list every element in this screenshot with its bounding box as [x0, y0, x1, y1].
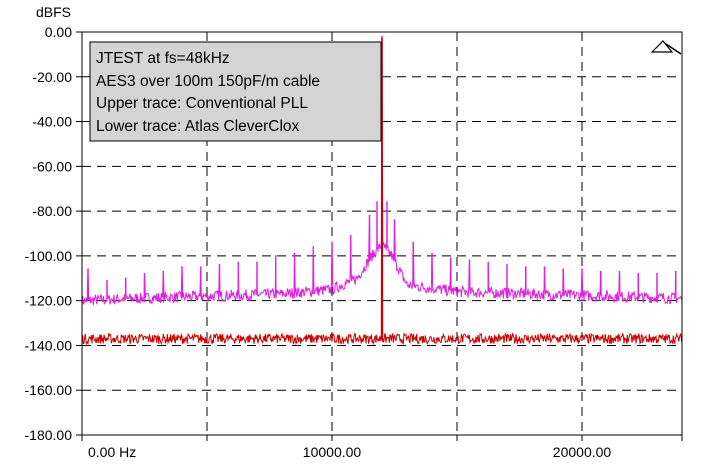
legend-box: JTEST at fs=48kHz AES3 over 100m 150pF/m… [89, 41, 382, 142]
legend-line-3: Upper trace: Conventional PLL [96, 95, 308, 112]
upper-trace-spike-point [431, 252, 433, 255]
upper-trace-spike-point [293, 252, 296, 255]
upper-trace-spike-point [386, 201, 388, 203]
y-tick-label: -20.00 [32, 69, 72, 85]
plot-frame [81, 31, 683, 436]
upper-trace-spike-point [199, 266, 202, 268]
upper-trace-spike-point [562, 268, 565, 271]
upper-trace-spike-point [349, 234, 352, 237]
legend-line-4: Lower trace: Atlas CleverClox [96, 118, 300, 135]
upper-trace-spike-point [181, 266, 183, 268]
traces [81, 35, 683, 346]
y-axis-label: dBFS [36, 4, 71, 20]
y-tick-label: -100.00 [25, 248, 73, 264]
upper-trace-spike-point [581, 268, 583, 271]
upper-trace-spike-point [656, 273, 658, 275]
upper-trace-spike-point [543, 266, 546, 268]
upper-trace-spike-point [506, 264, 508, 266]
upper-trace-spike-point [524, 266, 527, 268]
upper-trace-spike-point [674, 270, 677, 273]
upper-trace-spike-point [468, 259, 471, 262]
y-tick-label: -120.00 [25, 293, 73, 309]
upper-trace-spike-point [143, 273, 146, 275]
upper-trace-spike-point [487, 261, 490, 264]
upper-trace-spike-point [618, 270, 621, 273]
plot-border [81, 31, 683, 436]
x-axis-tick-labels: 0.00 Hz 10000.00 20000.00 [81, 435, 683, 460]
legend-line-1: JTEST at fs=48kHz [96, 50, 230, 67]
upper-trace-spike-point [331, 241, 333, 244]
x-tick-label: 20000.00 [553, 444, 612, 460]
upper-trace-spike-point [449, 257, 452, 259]
upper-trace-spike-point [376, 201, 378, 203]
upper-trace-spike-point [381, 35, 383, 38]
upper-trace-spike-point [274, 255, 277, 257]
y-axis-tick-labels: 0.00 -20.00 -40.00 -60.00 -80.00 -100.00 -120.… [25, 24, 82, 443]
x-tick-label: 0.00 Hz [88, 444, 136, 460]
upper-trace-spike-point [124, 277, 127, 280]
y-tick-label: -60.00 [32, 158, 72, 174]
upper-trace-spike-point [218, 264, 221, 266]
y-tick-label: -180.00 [25, 427, 73, 443]
y-tick-label: -80.00 [32, 203, 72, 219]
upper-trace-spike-point [312, 246, 315, 248]
legend-line-2: AES3 over 100m 150pF/m cable [96, 73, 320, 90]
legend-background [89, 41, 382, 142]
upper-trace-spike-point [393, 219, 396, 221]
upper-trace-spike-point [412, 241, 415, 244]
cursor-marker-icon[interactable] [650, 40, 682, 55]
upper-trace-spike-point [599, 270, 602, 273]
y-tick-label: -40.00 [32, 114, 72, 130]
y-tick-label: -160.00 [25, 382, 73, 398]
y-tick-label: 0.00 [45, 24, 72, 40]
upper-trace-spike-point [237, 261, 240, 264]
upper-trace-spike-point [162, 270, 165, 273]
upper-trace-spike-point [106, 279, 108, 282]
lower-trace-spike-point [381, 37, 383, 40]
lower-trace-line [81, 38, 683, 346]
x-tick-label: 10000.00 [303, 444, 362, 460]
upper-trace-spike-point [87, 268, 89, 271]
upper-trace-spike-point [256, 261, 258, 264]
upper-trace-spike-point [637, 273, 640, 275]
upper-trace-spike-point [368, 214, 371, 217]
y-tick-label: -140.00 [25, 337, 73, 353]
